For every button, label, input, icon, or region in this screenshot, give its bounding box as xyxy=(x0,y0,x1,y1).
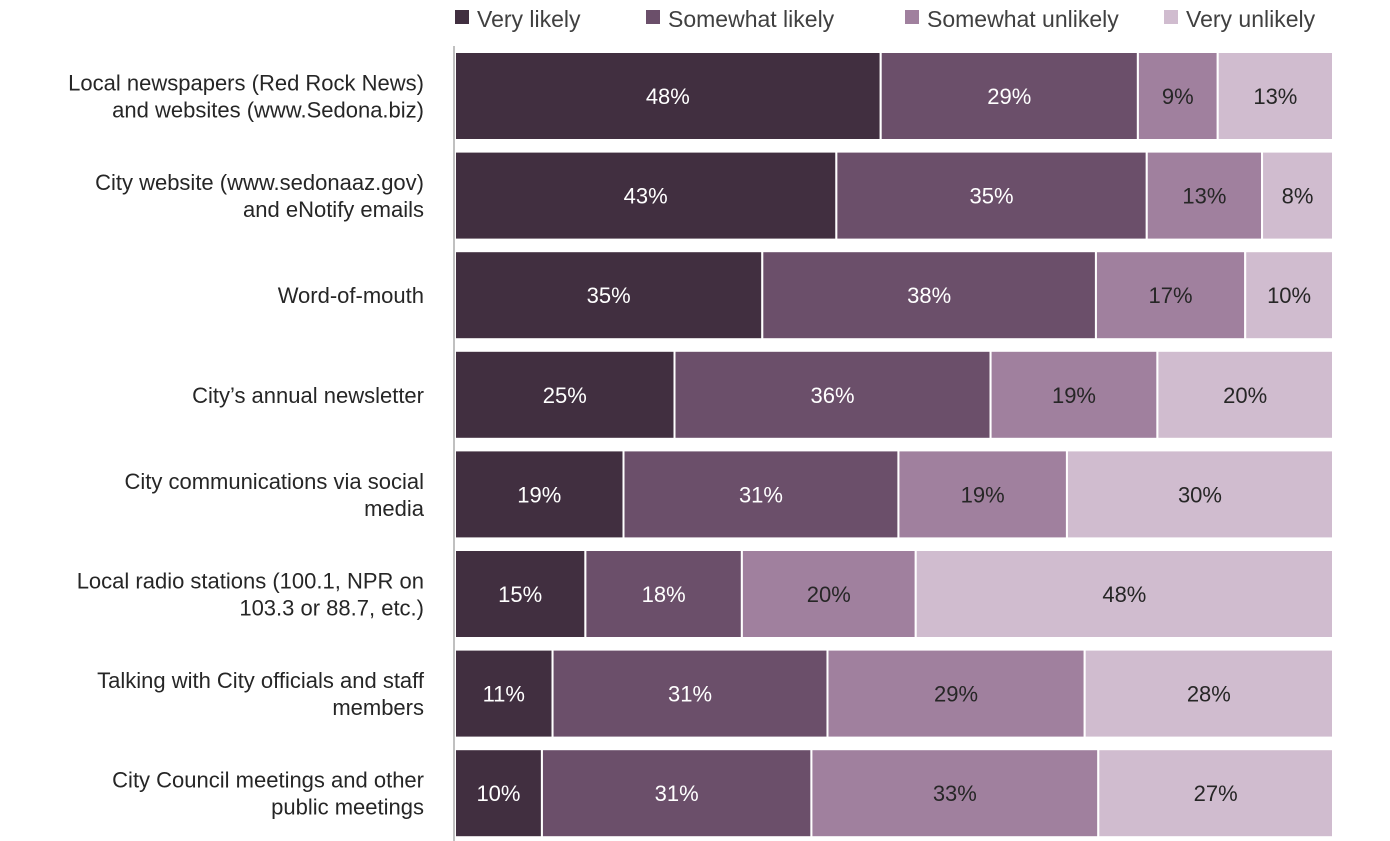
data-label-row4-series0: 19% xyxy=(517,482,561,507)
data-label-row1-series3: 8% xyxy=(1282,184,1314,209)
category-label-0-line-1: and websites (www.Sedona.biz) xyxy=(112,98,424,123)
data-label-row6-series0: 11% xyxy=(483,682,525,707)
data-label-row5-series0: 15% xyxy=(498,582,542,607)
chart-bars: 48% 29% 9% 13% 43% 35% 13% 8% 35% 38% 17% 10% 25% 36%… xyxy=(455,52,1333,837)
legend-label-2: Somewhat unlikely xyxy=(927,6,1119,32)
category-label-4-line-0: City communications via social xyxy=(124,469,424,494)
data-label-row4-series1: 31% xyxy=(739,482,783,507)
data-label-row6-series3: 28% xyxy=(1187,682,1231,707)
category-label-4-line-1: media xyxy=(364,496,425,521)
category-label-6-line-0: Talking with City officials and staff xyxy=(97,668,425,693)
category-label-1-line-0: City website (www.sedonaaz.gov) xyxy=(95,170,424,195)
legend-label-0: Very likely xyxy=(477,6,581,32)
data-label-row1-series0: 43% xyxy=(624,184,668,209)
category-label-5-line-1: 103.3 or 88.7, etc.) xyxy=(239,596,424,621)
data-label-row2-series3: 10% xyxy=(1267,283,1311,308)
data-label-row0-series1: 29% xyxy=(987,84,1031,109)
data-label-row0-series2: 9% xyxy=(1162,84,1194,109)
data-label-row7-series0: 10% xyxy=(476,781,520,806)
data-label-row4-series2: 19% xyxy=(961,482,1005,507)
category-labels: Local newspapers (Red Rock News)and webs… xyxy=(68,71,425,820)
category-label-3-line-0: City’s annual newsletter xyxy=(192,383,424,408)
data-label-row3-series2: 19% xyxy=(1052,383,1096,408)
chart-legend: Very likely Somewhat likely Somewhat unlik… xyxy=(455,6,1316,32)
legend-label-1: Somewhat likely xyxy=(668,6,835,32)
legend-swatch-3 xyxy=(1164,10,1178,24)
data-label-row5-series2: 20% xyxy=(807,582,851,607)
category-label-6-line-1: members xyxy=(332,695,424,720)
data-label-row7-series3: 27% xyxy=(1194,781,1238,806)
category-label-2-line-0: Word-of-mouth xyxy=(278,283,424,308)
data-label-row1-series1: 35% xyxy=(970,184,1014,209)
data-label-row6-series2: 29% xyxy=(934,682,978,707)
data-label-row2-series1: 38% xyxy=(907,283,951,308)
data-label-row3-series0: 25% xyxy=(543,383,587,408)
data-label-row7-series2: 33% xyxy=(933,781,977,806)
data-label-row5-series3: 48% xyxy=(1102,582,1146,607)
category-label-7-line-1: public meetings xyxy=(271,795,424,820)
category-label-1-line-1: and eNotify emails xyxy=(243,197,424,222)
category-label-5-line-0: Local radio stations (100.1, NPR on xyxy=(77,569,424,594)
legend-swatch-2 xyxy=(905,10,919,24)
category-label-7-line-0: City Council meetings and other xyxy=(112,768,424,793)
data-label-row0-series0: 48% xyxy=(646,84,690,109)
data-label-row3-series3: 20% xyxy=(1223,383,1267,408)
data-label-row2-series2: 17% xyxy=(1149,283,1193,308)
data-label-row6-series1: 31% xyxy=(668,682,712,707)
data-label-row5-series1: 18% xyxy=(642,582,686,607)
legend-swatch-1 xyxy=(646,10,660,24)
legend-label-3: Very unlikely xyxy=(1186,6,1316,32)
data-label-row7-series1: 31% xyxy=(655,781,699,806)
legend-swatch-0 xyxy=(455,10,469,24)
data-label-row3-series1: 36% xyxy=(811,383,855,408)
data-label-row1-series2: 13% xyxy=(1182,184,1226,209)
data-label-row4-series3: 30% xyxy=(1178,482,1222,507)
data-label-row2-series0: 35% xyxy=(587,283,631,308)
category-label-0-line-0: Local newspapers (Red Rock News) xyxy=(68,71,424,96)
data-label-row0-series3: 13% xyxy=(1253,84,1297,109)
